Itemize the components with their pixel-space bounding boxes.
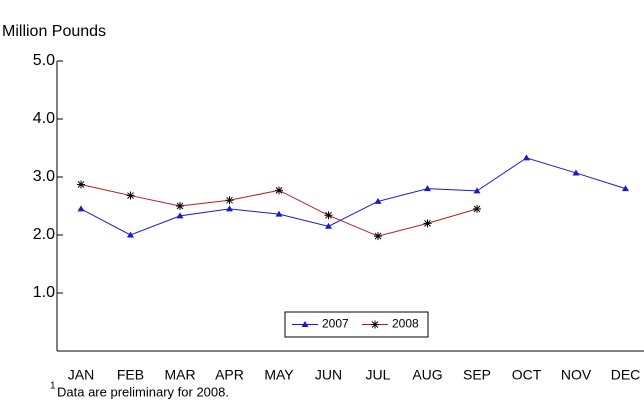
marker bbox=[473, 187, 481, 194]
x-tick-label: AUG bbox=[412, 367, 442, 383]
marker-stroke bbox=[325, 211, 332, 219]
marker bbox=[572, 169, 580, 176]
marker bbox=[176, 212, 184, 219]
x-tick-label: JUL bbox=[366, 367, 391, 383]
marker bbox=[176, 202, 184, 210]
marker bbox=[126, 191, 135, 200]
marker bbox=[424, 185, 431, 192]
x-tick-label: MAR bbox=[164, 367, 195, 383]
marker-stroke bbox=[275, 186, 283, 194]
y-tick-label: 1.0 bbox=[33, 284, 55, 301]
marker bbox=[473, 204, 481, 213]
y-tick-label: 2.0 bbox=[33, 226, 55, 243]
marker bbox=[275, 186, 283, 195]
marker bbox=[275, 210, 283, 217]
x-tick-label: SEP bbox=[463, 367, 491, 383]
x-tick-label: JUN bbox=[315, 367, 342, 383]
marker-stroke bbox=[374, 232, 382, 240]
marker bbox=[374, 197, 382, 204]
x-tick-label: DEC bbox=[611, 367, 641, 383]
marker-stroke bbox=[176, 202, 184, 210]
series-line bbox=[80, 157, 626, 236]
marker-stroke bbox=[77, 181, 85, 188]
x-tick-label: APR bbox=[215, 367, 244, 383]
x-tick-label: OCT bbox=[512, 367, 542, 383]
marker bbox=[622, 185, 629, 192]
marker bbox=[225, 196, 234, 205]
footnote-marker: 1 bbox=[50, 381, 56, 392]
legend-label: 2008 bbox=[392, 317, 419, 331]
marker bbox=[374, 232, 382, 241]
footnote: Data are preliminary for 2008. bbox=[57, 384, 229, 399]
marker bbox=[423, 219, 432, 228]
marker bbox=[325, 222, 332, 229]
marker bbox=[77, 205, 85, 212]
y-tick-label: 5.0 bbox=[33, 52, 55, 69]
y-axis-label: Million Pounds bbox=[2, 23, 106, 40]
marker-stroke bbox=[424, 220, 431, 227]
marker-stroke bbox=[226, 196, 233, 204]
x-tick-label: FEB bbox=[117, 367, 144, 383]
y-tick-label: 4.0 bbox=[33, 110, 55, 127]
marker-stroke bbox=[127, 192, 134, 199]
marker bbox=[324, 211, 333, 220]
marker bbox=[523, 154, 530, 161]
y-tick-label: 3.0 bbox=[33, 168, 55, 185]
marker bbox=[127, 231, 134, 238]
marker-stroke bbox=[371, 321, 379, 328]
x-tick-label: MAY bbox=[264, 367, 294, 383]
marker-stroke bbox=[473, 205, 481, 213]
x-tick-label: NOV bbox=[561, 367, 592, 383]
legend-label: 2007 bbox=[322, 317, 349, 331]
x-tick-label: JAN bbox=[68, 367, 94, 383]
marker bbox=[226, 205, 233, 212]
marker bbox=[77, 180, 85, 189]
marker bbox=[371, 320, 379, 329]
marker bbox=[301, 321, 309, 327]
